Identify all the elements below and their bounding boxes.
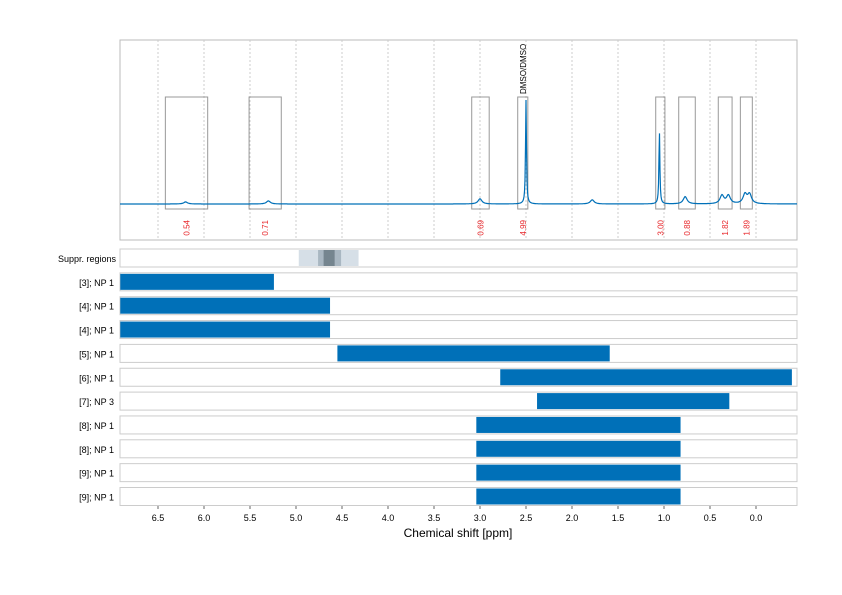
integral-label: 1.82 [721,219,730,235]
integral-label: 0.54 [183,219,192,235]
range-bar [120,321,331,338]
row-label: [9]; NP 1 [79,469,114,479]
x-tick-label: 0.5 [704,513,717,523]
integral-label: 4.99 [519,219,528,235]
x-tick-label: 2.0 [566,513,579,523]
range-bar [120,297,331,314]
range-row [119,415,798,435]
range-bar [476,464,681,481]
range-bar [476,416,681,433]
integral-box [739,96,753,210]
range-row [119,487,798,506]
integral-box [248,96,282,210]
x-tick-label: 4.5 [336,513,349,523]
x-tick-label: 1.0 [658,513,671,523]
integral-label: 3.00 [656,219,665,235]
range-bar [500,369,792,386]
range-bar [537,393,730,410]
row-label: [7]; NP 3 [79,397,114,407]
row-label: [3]; NP 1 [79,278,114,288]
integral-box [164,96,209,210]
row-label: [6]; NP 1 [79,373,114,383]
row-label: [8]; NP 1 [79,421,114,431]
row-label: Suppr. regions [58,254,117,264]
range-bar [476,488,681,505]
x-tick-label: 1.5 [612,513,625,523]
row-label: [5]; NP 1 [79,349,114,359]
x-tick-label: 6.5 [152,513,165,523]
integral-box [517,96,529,210]
suppression-region [323,250,335,266]
row-label: [8]; NP 1 [79,445,114,455]
range-bar [120,273,274,290]
integral-label: 0.69 [476,219,485,235]
x-tick-label: 3.5 [428,513,441,523]
range-row [119,463,798,483]
suppression-row [119,248,798,268]
x-tick-label: 0.0 [750,513,763,523]
integral-box [471,96,490,210]
x-tick-label: 6.0 [198,513,211,523]
integral-label: 1.89 [742,219,751,235]
integral-box [678,96,696,210]
x-axis-label: Chemical shift [ppm] [404,526,513,540]
row-label: [4]; NP 1 [79,302,114,312]
range-bar [476,440,681,457]
row-label: [4]; NP 1 [79,326,114,336]
integral-box [717,96,733,210]
x-tick-label: 3.0 [474,513,487,523]
integral-label: 0.71 [261,219,270,235]
spectrum-panel [119,39,798,241]
spectrum-line [120,99,797,205]
range-bar [337,345,610,362]
x-tick-label: 4.0 [382,513,395,523]
integral-box [655,96,666,210]
x-tick-label: 5.0 [290,513,303,523]
range-row [119,439,798,459]
row-label: [9]; NP 1 [79,493,114,503]
integral-label: 0.88 [683,219,692,235]
x-tick-label: 2.5 [520,513,533,523]
range-row [119,272,798,292]
x-tick-label: 5.5 [244,513,257,523]
peak-annotation: DMSO/DMSO [519,44,528,94]
